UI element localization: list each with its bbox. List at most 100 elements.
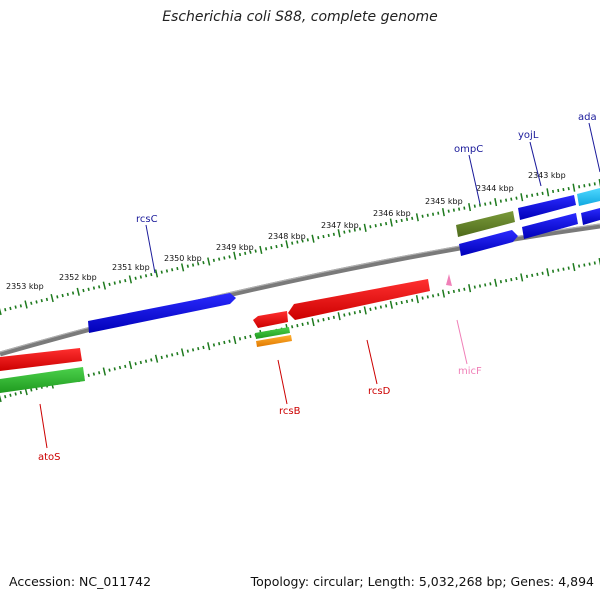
outer-ruler-minor-tick (61, 293, 64, 298)
outer-ruler-minor-tick (593, 182, 596, 186)
gene-rcsB-orange[interactable] (256, 335, 292, 347)
outer-ruler-minor-tick (578, 185, 581, 189)
inner-ruler-minor-tick (332, 315, 335, 319)
gene-ada[interactable] (577, 188, 600, 206)
inner-ruler-major-tick (128, 360, 133, 370)
outer-ruler-minor-tick (197, 262, 200, 266)
gene-ada-forward-2[interactable] (581, 208, 600, 225)
inner-ruler-minor-tick (30, 388, 33, 392)
outer-ruler-major-tick (363, 223, 367, 232)
inner-ruler-minor-tick (578, 264, 581, 268)
genome-backbone (0, 223, 600, 357)
outer-ruler-minor-tick (40, 299, 43, 303)
outer-ruler-minor-tick (400, 218, 403, 223)
outer-ruler-minor-tick (223, 256, 226, 260)
gene-ompC-forward-2[interactable] (459, 230, 518, 256)
inner-ruler-minor-tick (306, 321, 309, 325)
inner-ruler-minor-tick (118, 365, 122, 370)
outer-ruler-minor-tick (411, 216, 414, 220)
outer-ruler-minor-tick (552, 189, 555, 194)
gene-rcsC-forward[interactable] (88, 293, 236, 333)
gene-rcsB-green[interactable] (255, 327, 290, 339)
outer-ruler-minor-tick (348, 229, 351, 233)
inner-ruler-minor-tick (4, 394, 7, 399)
gene-atoS[interactable] (0, 367, 85, 393)
inner-ruler-minor-tick (191, 348, 195, 352)
outer-ruler-minor-tick (452, 208, 455, 212)
inner-ruler-minor-tick (244, 335, 247, 340)
outer-ruler-major-tick (50, 294, 54, 303)
gene-label-ompC[interactable]: ompC (454, 144, 483, 155)
gene-label-rcsB[interactable]: rcsB (279, 406, 301, 417)
inner-ruler-minor-tick (593, 261, 596, 265)
inner-ruler-major-tick (180, 348, 185, 357)
gene-label-atoS[interactable]: atoS (38, 452, 61, 463)
leader-ompC (468, 154, 481, 205)
inner-ruler-minor-tick (348, 312, 351, 316)
inner-ruler-minor-tick (395, 302, 398, 306)
outer-ruler-minor-tick (139, 275, 142, 279)
inner-ruler-minor-tick (562, 267, 565, 271)
leader-ada (588, 122, 600, 173)
outer-ruler-major-tick (24, 300, 28, 309)
accession-text: Accession: NC_011742 (9, 574, 152, 589)
gene-label-micF[interactable]: micF (458, 366, 482, 377)
inner-ruler-minor-tick (353, 311, 356, 315)
outer-ruler-minor-tick (265, 247, 268, 251)
outer-ruler-major-tick (154, 269, 159, 278)
outer-ruler-minor-tick (134, 276, 137, 280)
gene-label-yojL[interactable]: yojL (518, 130, 539, 141)
outer-ruler-major-tick (389, 218, 393, 227)
inner-ruler-minor-tick (426, 295, 429, 299)
leader-rcsB (277, 359, 288, 405)
inner-ruler-minor-tick (489, 282, 492, 286)
outer-ruler-minor-tick (244, 251, 247, 255)
outer-ruler-minor-tick (124, 279, 127, 283)
inner-ruler-minor-tick (431, 294, 435, 298)
gene-yojL[interactable] (518, 195, 576, 220)
ruler-label-2344: 2344 kbp (476, 184, 514, 193)
outer-ruler-minor-tick (238, 252, 242, 257)
inner-ruler-minor-tick (165, 354, 169, 358)
genome-summary-text: Topology: circular; Length: 5,032,268 bp… (250, 574, 594, 589)
inner-ruler-minor-tick (144, 359, 148, 363)
outer-ruler-minor-tick (202, 261, 205, 265)
gene-ompC[interactable] (456, 211, 515, 237)
outer-ruler-major-tick (259, 245, 263, 254)
inner-ruler-minor-tick (499, 280, 502, 284)
outer-ruler-minor-tick (171, 268, 174, 272)
inner-ruler-major-tick (441, 289, 446, 298)
gene-rcsD[interactable] (288, 279, 430, 320)
inner-ruler-minor-tick (238, 337, 242, 341)
outer-ruler-minor-tick (92, 286, 96, 290)
outer-ruler-minor-tick (588, 183, 591, 187)
gene-label-ada[interactable]: ada (578, 112, 597, 123)
inner-ruler-minor-tick (588, 262, 591, 266)
outer-ruler-major-tick (572, 183, 576, 192)
inner-ruler-major-tick (337, 312, 341, 321)
gene-label-rcsC[interactable]: rcsC (136, 214, 158, 225)
inner-ruler-minor-tick (411, 298, 414, 302)
inner-ruler-minor-tick (452, 289, 455, 294)
inner-ruler-minor-tick (223, 340, 226, 345)
inner-ruler-minor-tick (583, 263, 586, 267)
gene-atoS-red[interactable] (0, 348, 82, 371)
inner-ruler-minor-tick (108, 368, 111, 372)
inner-ruler-minor-tick (421, 296, 424, 300)
outer-ruler-minor-tick (489, 201, 492, 205)
inner-ruler-major-tick (207, 342, 211, 351)
outer-ruler-major-tick (311, 234, 315, 243)
ruler-label-2350: 2350 kbp (164, 254, 202, 263)
outer-ruler-minor-tick (531, 193, 534, 197)
outer-ruler-minor-tick (421, 214, 424, 218)
ncrna-micF[interactable] (446, 274, 452, 286)
ruler-label-2348: 2348 kbp (268, 232, 306, 241)
outer-ruler-minor-tick (270, 246, 273, 250)
outer-ruler-minor-tick (254, 249, 257, 253)
inner-ruler-major-tick (572, 263, 576, 272)
gene-rcsB[interactable] (253, 311, 288, 328)
gene-label-rcsD[interactable]: rcsD (368, 386, 391, 397)
inner-ruler-minor-tick (525, 274, 529, 279)
gene-yojL-forward-2[interactable] (522, 213, 578, 239)
outer-ruler-minor-tick (327, 233, 330, 238)
